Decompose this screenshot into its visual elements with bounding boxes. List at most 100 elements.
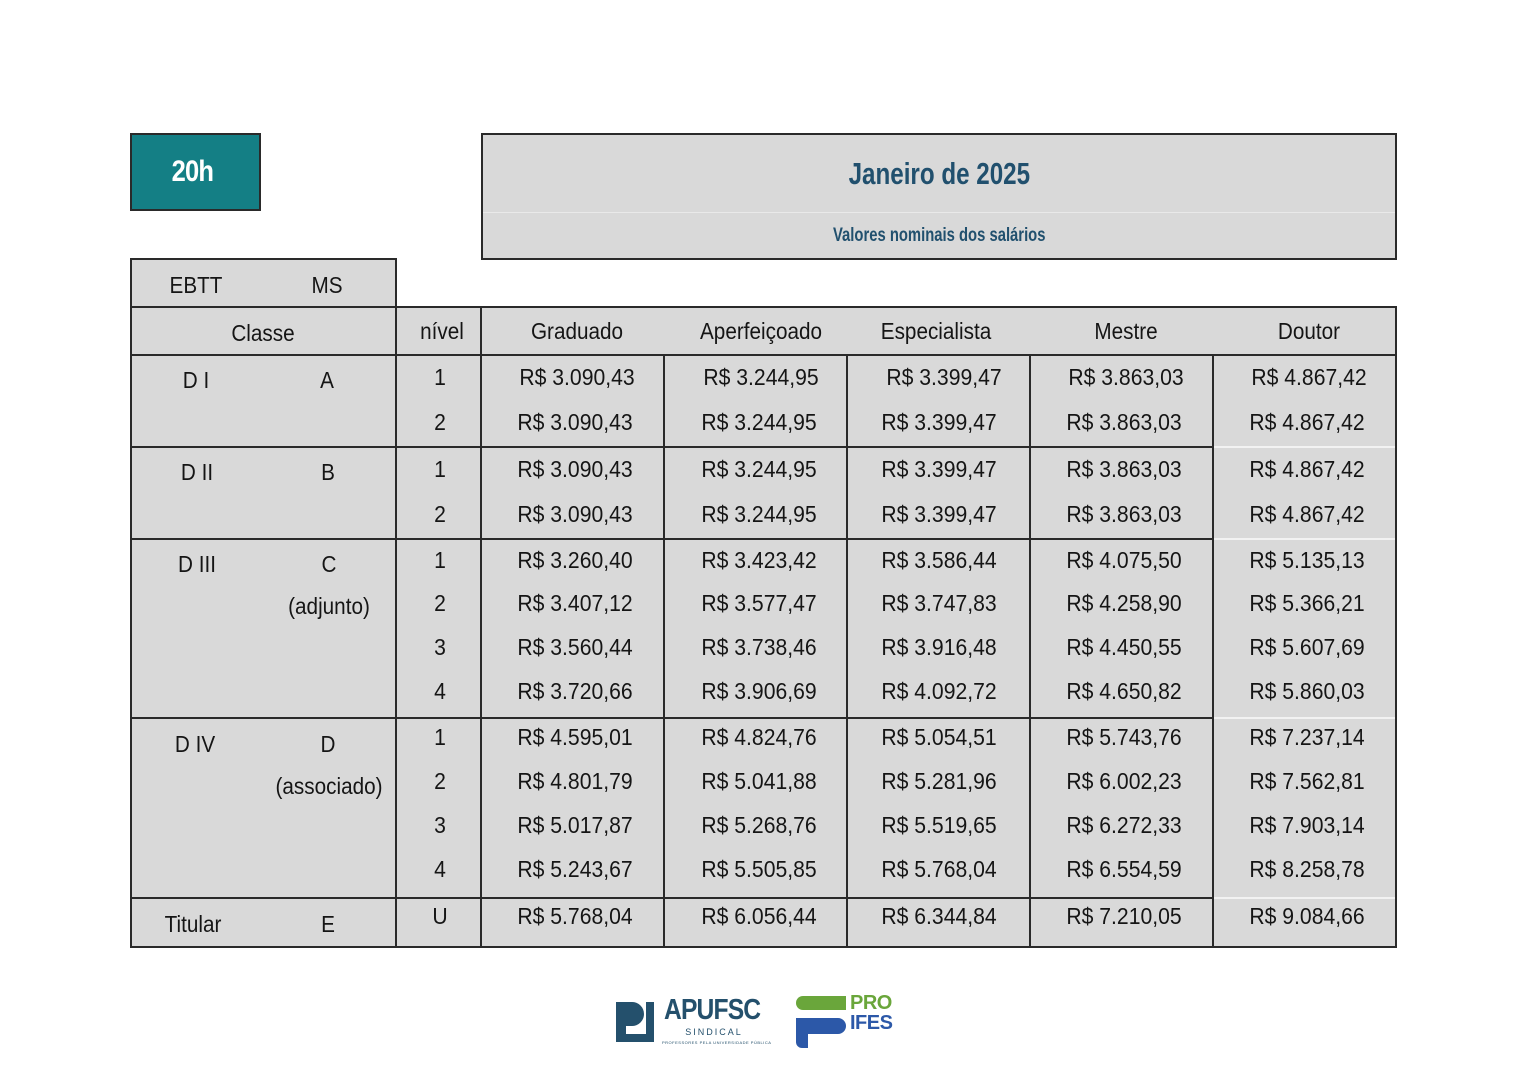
- nivel-cell: 2: [434, 501, 446, 527]
- class-ms-label: B: [321, 459, 335, 485]
- doutor-cell: R$ 7.903,14: [1249, 812, 1365, 838]
- doutor-cell: R$ 9.084,66: [1249, 903, 1365, 929]
- mestre-cell: R$ 4.450,55: [1066, 634, 1182, 660]
- class-ebtt-label: D IV: [174, 731, 216, 757]
- especialista-cell: R$ 3.399,47: [881, 501, 997, 527]
- career-header-cell: [131, 259, 396, 307]
- doutor-cell: R$ 5.607,69: [1249, 634, 1365, 660]
- doutor-cell: R$ 4.867,42: [1249, 456, 1365, 482]
- mestre-cell: R$ 3.863,03: [1066, 501, 1182, 527]
- border: [130, 897, 1214, 899]
- doutor-cell: R$ 8.258,78: [1249, 856, 1365, 882]
- class-ms-sublabel: (associado): [275, 773, 383, 799]
- nivel-cell: 1: [434, 456, 446, 482]
- col-header-aperfeicoado: Aperfeiçoado: [700, 318, 822, 344]
- aperfeicoado-cell: R$ 3.738,46: [701, 634, 817, 660]
- proifes-line2: IFES: [850, 1012, 893, 1034]
- aperfeicoado-cell: R$ 4.824,76: [701, 724, 817, 750]
- class-ms-label: A: [320, 367, 334, 393]
- border: [663, 354, 665, 948]
- border: [480, 306, 482, 948]
- apufsc-logo-icon: [616, 1002, 654, 1042]
- apufsc-tagline: PROFESSORES PELA UNIVERSIDADE PÚBLICA: [662, 1040, 772, 1045]
- border: [1214, 897, 1395, 899]
- especialista-cell: R$ 3.916,48: [881, 634, 997, 660]
- page-subtitle: Valores nominais dos salários: [483, 213, 1395, 258]
- graduado-cell: R$ 3.090,43: [519, 364, 635, 390]
- aperfeicoado-cell: R$ 6.056,44: [701, 903, 817, 929]
- title-box: Janeiro de 2025 Valores nominais dos sal…: [481, 133, 1397, 260]
- mestre-cell: R$ 3.863,03: [1066, 456, 1182, 482]
- col-header-nivel: nível: [420, 318, 464, 344]
- graduado-cell: R$ 3.090,43: [517, 409, 633, 435]
- col-header-graduado: Graduado: [530, 318, 624, 344]
- page-title-text: Janeiro de 2025: [848, 155, 1030, 191]
- class-ebtt-label: D I: [182, 367, 210, 393]
- proifes-blue-stem-icon: [796, 1018, 808, 1048]
- doutor-cell: R$ 5.860,03: [1249, 678, 1365, 704]
- mestre-cell: R$ 6.272,33: [1066, 812, 1182, 838]
- col-header-mestre: Mestre: [1094, 318, 1158, 344]
- mestre-cell: R$ 6.002,23: [1066, 768, 1182, 794]
- nivel-cell: 4: [434, 678, 446, 704]
- doutor-cell: R$ 4.867,42: [1249, 409, 1365, 435]
- border: [130, 538, 1214, 540]
- mestre-cell: R$ 7.210,05: [1066, 903, 1182, 929]
- ebtt-header: EBTT: [169, 272, 223, 298]
- graduado-cell: R$ 3.090,43: [517, 456, 633, 482]
- proifes-line1: PRO: [850, 992, 892, 1014]
- especialista-cell: R$ 4.092,72: [881, 678, 997, 704]
- border: [130, 946, 1397, 948]
- class-ebtt-label: Titular: [164, 911, 222, 937]
- nivel-cell: 1: [434, 724, 446, 750]
- col-header-especialista: Especialista: [880, 318, 992, 344]
- aperfeicoado-cell: R$ 5.041,88: [701, 768, 817, 794]
- border: [130, 258, 132, 948]
- proifes-logo: PRO IFES: [796, 992, 932, 1048]
- footer-logos: APUFSC SINDICAL PROFESSORES PELA UNIVERS…: [612, 992, 932, 1050]
- border: [130, 258, 397, 260]
- mestre-cell: R$ 4.075,50: [1066, 547, 1182, 573]
- especialista-cell: R$ 5.519,65: [881, 812, 997, 838]
- ms-header: MS: [311, 272, 343, 298]
- nivel-cell: 1: [434, 547, 446, 573]
- especialista-cell: R$ 6.344,84: [881, 903, 997, 929]
- especialista-cell: R$ 3.747,83: [881, 590, 997, 616]
- border: [1395, 306, 1397, 948]
- mestre-cell: R$ 4.650,82: [1066, 678, 1182, 704]
- apufsc-subtitle: SINDICAL: [685, 1027, 743, 1037]
- especialista-cell: R$ 5.054,51: [881, 724, 997, 750]
- aperfeicoado-cell: R$ 3.244,95: [701, 456, 817, 482]
- especialista-cell: R$ 3.399,47: [881, 409, 997, 435]
- mestre-cell: R$ 6.554,59: [1066, 856, 1182, 882]
- border: [1029, 354, 1031, 948]
- graduado-cell: R$ 4.595,01: [517, 724, 633, 750]
- nivel-cell: 1: [434, 364, 446, 390]
- column-header-row: [131, 307, 1396, 355]
- aperfeicoado-cell: R$ 3.577,47: [701, 590, 817, 616]
- class-ebtt-label: D II: [180, 459, 214, 485]
- mestre-cell: R$ 5.743,76: [1066, 724, 1182, 750]
- graduado-cell: R$ 5.768,04: [517, 903, 633, 929]
- nivel-cell: 3: [434, 812, 446, 838]
- page-subtitle-text: Valores nominais dos salários: [832, 224, 1046, 246]
- proifes-blue-bar-icon: [796, 1018, 846, 1034]
- class-ebtt-label: D III: [178, 551, 216, 577]
- workload-badge: 20h: [130, 133, 261, 211]
- mestre-cell: R$ 3.863,03: [1068, 364, 1184, 390]
- graduado-cell: R$ 3.720,66: [517, 678, 633, 704]
- mestre-cell: R$ 4.258,90: [1066, 590, 1182, 616]
- graduado-cell: R$ 5.243,67: [517, 856, 633, 882]
- graduado-cell: R$ 3.560,44: [517, 634, 633, 660]
- graduado-cell: R$ 3.090,43: [517, 501, 633, 527]
- class-ms-sublabel: (adjunto): [288, 593, 370, 619]
- proifes-green-bar-icon: [796, 996, 846, 1010]
- doutor-cell: R$ 4.867,42: [1251, 364, 1367, 390]
- border: [1214, 446, 1395, 448]
- doutor-cell: R$ 5.135,13: [1249, 547, 1365, 573]
- border: [846, 354, 848, 948]
- aperfeicoado-cell: R$ 5.505,85: [701, 856, 817, 882]
- graduado-cell: R$ 5.017,87: [517, 812, 633, 838]
- border: [130, 717, 1214, 719]
- doutor-cell: R$ 7.562,81: [1249, 768, 1365, 794]
